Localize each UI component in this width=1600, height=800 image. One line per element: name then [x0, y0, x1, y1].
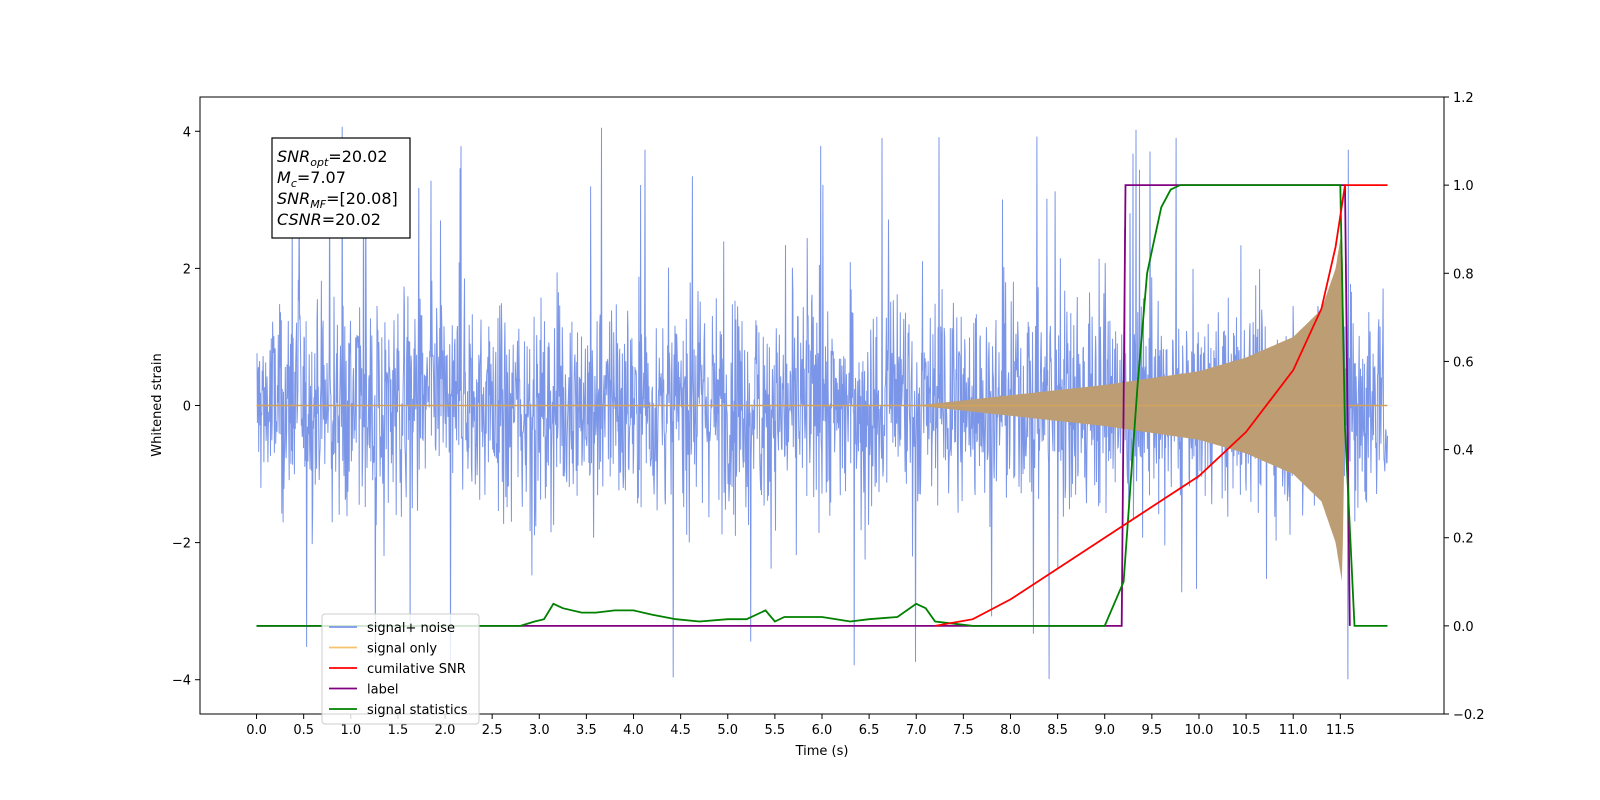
x-tick-label: 5.5	[765, 723, 786, 738]
legend-frame	[321, 613, 480, 725]
legend-entry-signal-only: signal only	[367, 642, 437, 657]
x-axis: 0.0 0.5 1.0 1.5 2.0 2.5 3.0 3.5 4.0 4.5 5.0 5.5 6.0 6…	[246, 714, 1355, 738]
x-tick-label: 4.0	[623, 723, 644, 738]
y-axis-right: 1.2 1.0 0.8 0.6 0.4 0.2 0.0 −0.2	[1444, 91, 1485, 723]
x-tick-label: 9.5	[1142, 723, 1163, 738]
x-axis-label: Time (s)	[795, 744, 849, 759]
y-axis-label: Whitened strain	[150, 353, 165, 456]
x-tick-label: 3.5	[576, 723, 597, 738]
x-tick-label: 1.0	[340, 723, 361, 738]
series-signal-statistics-line	[256, 184, 1388, 627]
legend-entry-signal+-noise: signal+ noise	[367, 621, 455, 636]
legend-entry-cumilative-SNR: cumilative SNR	[367, 662, 466, 677]
x-tick-label: 2.0	[435, 723, 456, 738]
x-tick-label: 8.0	[1000, 723, 1021, 738]
x-tick-label: 2.5	[482, 723, 503, 738]
x-tick-label: 1.5	[388, 723, 409, 738]
x-tick-label: 4.5	[670, 723, 691, 738]
annotation-csnr: CSNR=20.02	[277, 210, 381, 229]
x-tick-label: 7.0	[906, 723, 927, 738]
x-tick-label: 0.0	[246, 723, 267, 738]
x-tick-label: 10.5	[1232, 723, 1261, 738]
x-tick-label: 5.0	[717, 723, 738, 738]
y-tick-label: 4	[183, 125, 191, 140]
legend: signal+ noise signal only cumilative SNR la…	[321, 613, 480, 725]
legend-entry-signal-statistics: signal statistics	[367, 703, 468, 718]
y2-tick-label: 0.0	[1453, 620, 1474, 635]
y2-tick-label: 1.0	[1453, 179, 1474, 194]
y2-tick-label: 0.8	[1453, 267, 1474, 282]
y-tick-label: −4	[172, 674, 191, 689]
x-tick-label: 9.0	[1094, 723, 1115, 738]
y2-tick-label: 0.6	[1453, 355, 1474, 370]
x-tick-label: 6.0	[812, 723, 833, 738]
x-tick-label: 7.5	[953, 723, 974, 738]
x-tick-label: 11.0	[1279, 723, 1308, 738]
legend-entry-label: label	[367, 683, 398, 698]
annotation-snr_opt: SNRopt=20.02	[277, 147, 388, 169]
x-tick-label: 3.0	[529, 723, 550, 738]
data-layer	[256, 126, 1388, 680]
annotation-snr_mf: SNRMF=[20.08]	[277, 189, 398, 211]
stats-annotation-box: SNRopt=20.02Mc=7.07SNRMF=[20.08]CSNR=20.…	[271, 137, 411, 239]
y2-tick-label: 1.2	[1453, 91, 1474, 106]
series-cumilative-SNR-line	[934, 184, 1388, 627]
x-tick-label: 11.5	[1326, 723, 1355, 738]
x-tick-label: 10.0	[1184, 723, 1213, 738]
y-tick-label: 2	[183, 262, 191, 277]
y2-tick-label: 0.4	[1453, 444, 1474, 459]
y-tick-label: −2	[172, 537, 191, 552]
y2-tick-label: −0.2	[1453, 708, 1485, 723]
x-tick-label: 6.5	[859, 723, 880, 738]
y2-tick-label: 0.2	[1453, 532, 1474, 547]
y-axis-left: 4 2 0 −2 −4	[172, 125, 200, 689]
y-tick-label: 0	[183, 400, 191, 415]
x-tick-label: 0.5	[293, 723, 314, 738]
x-tick-label: 8.5	[1047, 723, 1068, 738]
annotation-mc: Mc=7.07	[277, 168, 346, 190]
